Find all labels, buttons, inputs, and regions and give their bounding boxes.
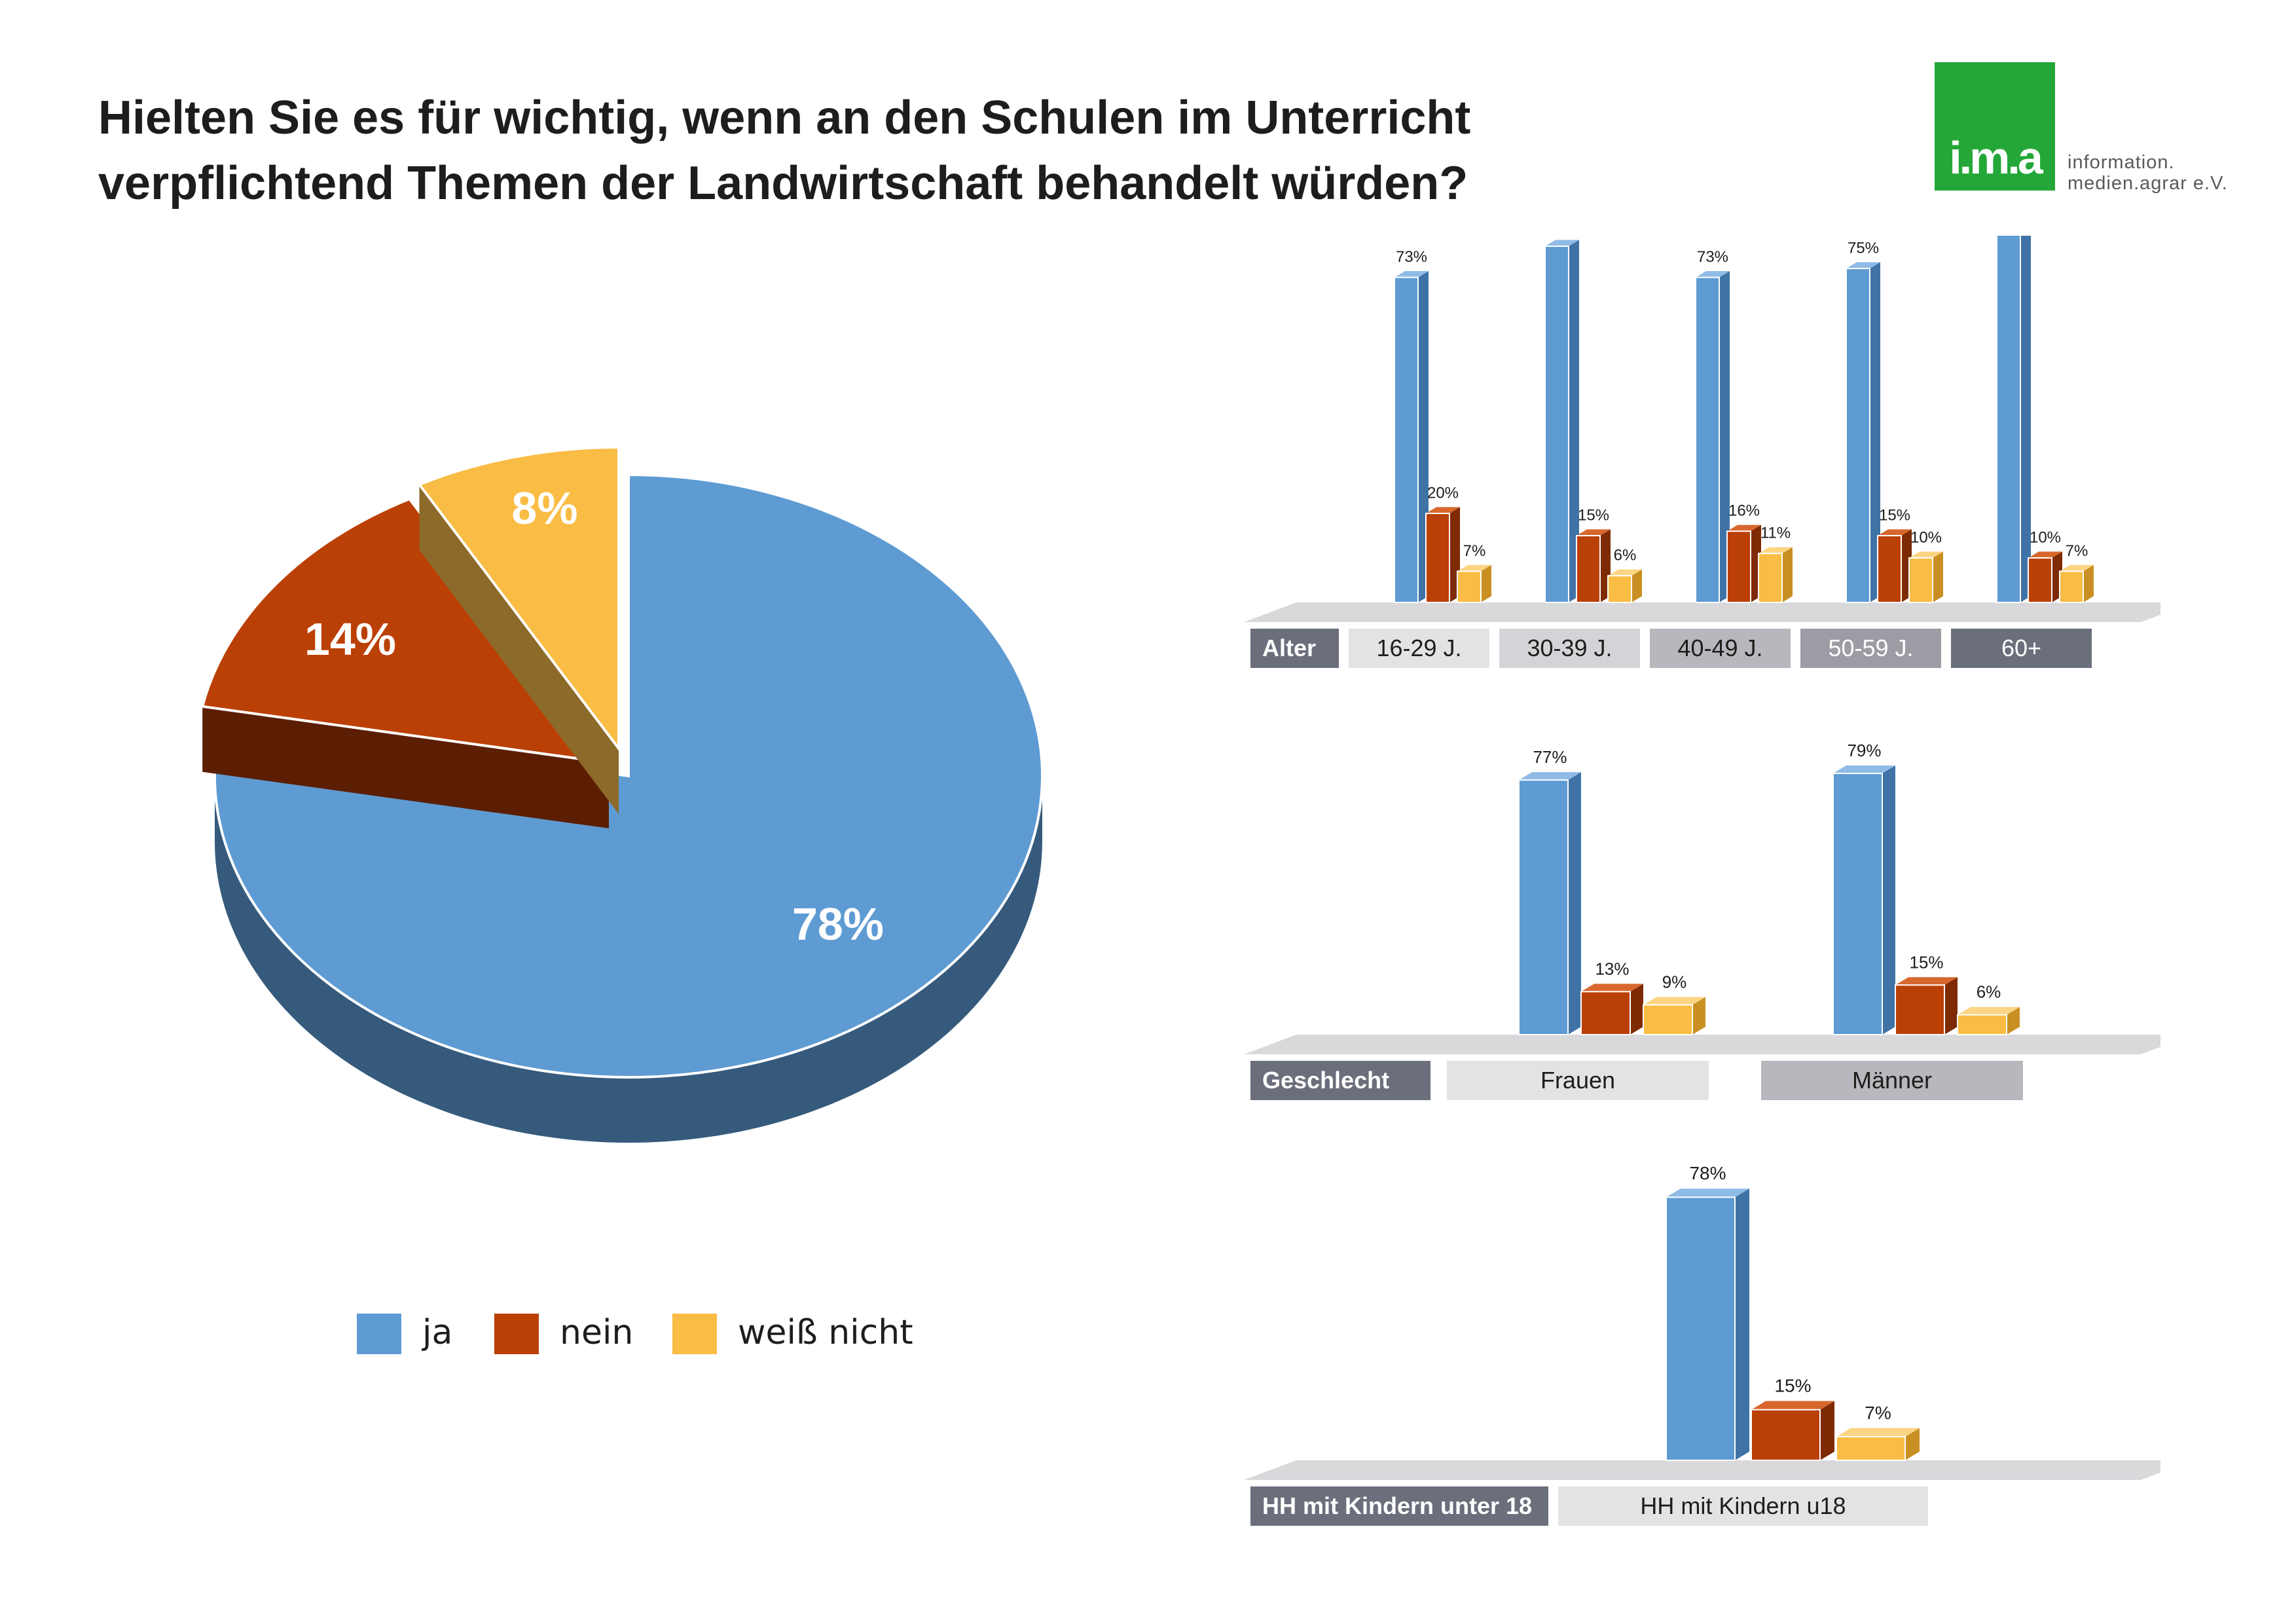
kinder-group-label: HH mit Kindern unter 18: [1250, 1486, 1548, 1526]
geschlecht-floor: [1244, 1035, 2160, 1054]
alter-value-2-ja: 73%: [1697, 248, 1728, 266]
legend-swatch-nein: [494, 1314, 539, 1354]
alter-category-4: 60+: [1951, 629, 2092, 668]
alter-bar-1-ja: [1544, 240, 1579, 603]
legend-swatch-ja: [357, 1314, 401, 1354]
alter-bar-2-nein: [1726, 525, 1761, 604]
alter-bar-1-weiss-nicht: [1607, 569, 1642, 604]
pie-slice-ja-rim: [215, 776, 1042, 1143]
alter-value-4-weiss-nicht: 7%: [2066, 542, 2088, 560]
alter-category-2: 40-49 J.: [1650, 629, 1791, 668]
alter-value-0-ja: 73%: [1396, 248, 1427, 266]
pie-slice-weiss-nicht-label: 8%: [511, 483, 577, 534]
pie-chart: 78% 14% 8%: [200, 445, 1044, 1143]
geschlecht-value-0-nein: 13%: [1595, 959, 1629, 978]
legend-label-ja: ja: [422, 1313, 453, 1352]
kinder-bar-0-nein: [1751, 1401, 1834, 1461]
pie-slice-nein-face-0: [202, 706, 609, 828]
geschlecht-category-0: Frauen: [1447, 1061, 1709, 1100]
chart-title-line-2: verpflichtend Themen der Landwirtschaft …: [98, 157, 1468, 210]
pie-slice-nein-top: [200, 497, 612, 765]
geschlecht-value-1-ja: 79%: [1847, 741, 1881, 760]
alter-bar-3-ja: [1846, 262, 1880, 603]
alter-bar-4-nein: [2028, 551, 2062, 603]
kinder-value-0-weiss-nicht: 7%: [1865, 1403, 1891, 1423]
alter-bar-1-nein: [1576, 529, 1611, 603]
pie-slice-ja: [213, 473, 1044, 1143]
panel-geschlecht: 77% 13% 9% 79% 15% 6% Geschlecht Frauen Männer: [1244, 681, 2160, 1107]
alter-category-0: 16-29 J.: [1349, 629, 1489, 668]
pie-slice-ja-label: 78%: [792, 898, 884, 950]
alter-group-label: Alter: [1250, 629, 1339, 668]
alter-bar-0-nein: [1425, 507, 1460, 603]
alter-bar-3-nein: [1877, 529, 1912, 603]
ima-logo: i.m.a: [1935, 62, 2055, 191]
alter-floor: [1244, 602, 2160, 622]
alter-bar-4-weiss-nicht: [2059, 564, 2094, 604]
alter-bar-0-ja: [1394, 271, 1429, 603]
kinder-floor: [1244, 1460, 2160, 1480]
ima-logo-text-line-2: medien.agrar e.V.: [2068, 173, 2228, 194]
alter-bar-0-weiss-nicht: [1457, 564, 1491, 604]
alter-bar-4-ja: [1996, 236, 2031, 604]
alter-value-0-weiss-nicht: 7%: [1463, 542, 1486, 560]
legend-label-nein: nein: [560, 1313, 634, 1352]
alter-value-3-ja: 75%: [1848, 239, 1879, 257]
alter-value-1-weiss-nicht: 6%: [1614, 547, 1637, 564]
kinder-value-0-nein: 15%: [1774, 1376, 1811, 1396]
alter-category-3: 50-59 J.: [1800, 629, 1941, 668]
geschlecht-category-1: Männer: [1761, 1061, 2023, 1100]
pie-slice-ja-top: [213, 473, 1044, 1079]
alter-value-2-weiss-nicht: 11%: [1760, 525, 1791, 542]
geschlecht-value-1-weiss-nicht: 6%: [1977, 982, 2001, 1002]
geschlecht-bar-0-ja: [1518, 772, 1581, 1035]
geschlecht-group-label: Geschlecht: [1250, 1061, 1430, 1100]
alter-category-1: 30-39 J.: [1499, 629, 1640, 668]
ima-logo-text-line-1: information.: [2068, 152, 2175, 173]
alter-value-0-nein: 20%: [1427, 484, 1459, 502]
kinder-category-0: HH mit Kindern u18: [1558, 1486, 1928, 1526]
ima-logo-text: information. medien.agrar e.V.: [2068, 152, 2228, 194]
alter-bar-2-ja: [1695, 271, 1730, 603]
alter-value-1-nein: 15%: [1578, 506, 1609, 524]
chart-title: Hielten Sie es für wichtig, wenn an den …: [98, 85, 1800, 216]
geschlecht-bar-0-weiss-nicht: [1643, 997, 1705, 1035]
panel-kinder: 78% 15% 7% HH mit Kindern unter 18 HH mit Ki…: [1244, 1113, 2160, 1539]
pie-slice-nein-label: 14%: [304, 614, 396, 665]
pie-slice-weiss-nicht: [417, 445, 620, 814]
legend-label-weiss-nicht: weiß nicht: [738, 1313, 913, 1352]
kinder-bar-0-ja: [1666, 1189, 1749, 1462]
alter-bar-2-weiss-nicht: [1758, 547, 1793, 604]
geschlecht-bar-1-nein: [1895, 977, 1958, 1035]
legend-swatch-weiss-nicht: [672, 1314, 717, 1354]
pie-slice-weiss-nicht-face-0: [419, 484, 619, 814]
geschlecht-bar-1-ja: [1832, 766, 1895, 1036]
ima-logo-mark: i.m.a: [1949, 132, 2043, 183]
pie-slice-weiss-nicht-top: [417, 445, 620, 752]
alter-bar-3-weiss-nicht: [1908, 551, 1943, 603]
alter-value-3-weiss-nicht: 10%: [1910, 528, 1942, 546]
geschlecht-value-1-nein: 15%: [1909, 952, 1943, 972]
geschlecht-value-0-ja: 77%: [1533, 747, 1567, 767]
geschlecht-value-0-weiss-nicht: 9%: [1662, 972, 1687, 992]
chart-title-line-1: Hielten Sie es für wichtig, wenn an den …: [98, 92, 1471, 144]
geschlecht-bar-0-nein: [1580, 984, 1643, 1036]
panel-alter: 73%20%7%80%15%6%73%16%11%75%15%10%83%10%…: [1244, 236, 2160, 681]
alter-value-2-nein: 16%: [1728, 502, 1760, 520]
kinder-bars: 78% 15% 7%: [1244, 1163, 2160, 1480]
geschlecht-bar-1-weiss-nicht: [1957, 1006, 2020, 1036]
kinder-bar-0-weiss-nicht: [1836, 1428, 1920, 1462]
alter-bars: 73%20%7%80%15%6%73%16%11%75%15%10%83%10%…: [1244, 236, 2160, 622]
geschlecht-bars: 77% 13% 9% 79% 15% 6%: [1244, 741, 2160, 1054]
kinder-value-0-ja: 78%: [1689, 1163, 1726, 1183]
alter-value-3-nein: 15%: [1879, 506, 1910, 524]
alter-value-4-nein: 10%: [2030, 528, 2061, 546]
